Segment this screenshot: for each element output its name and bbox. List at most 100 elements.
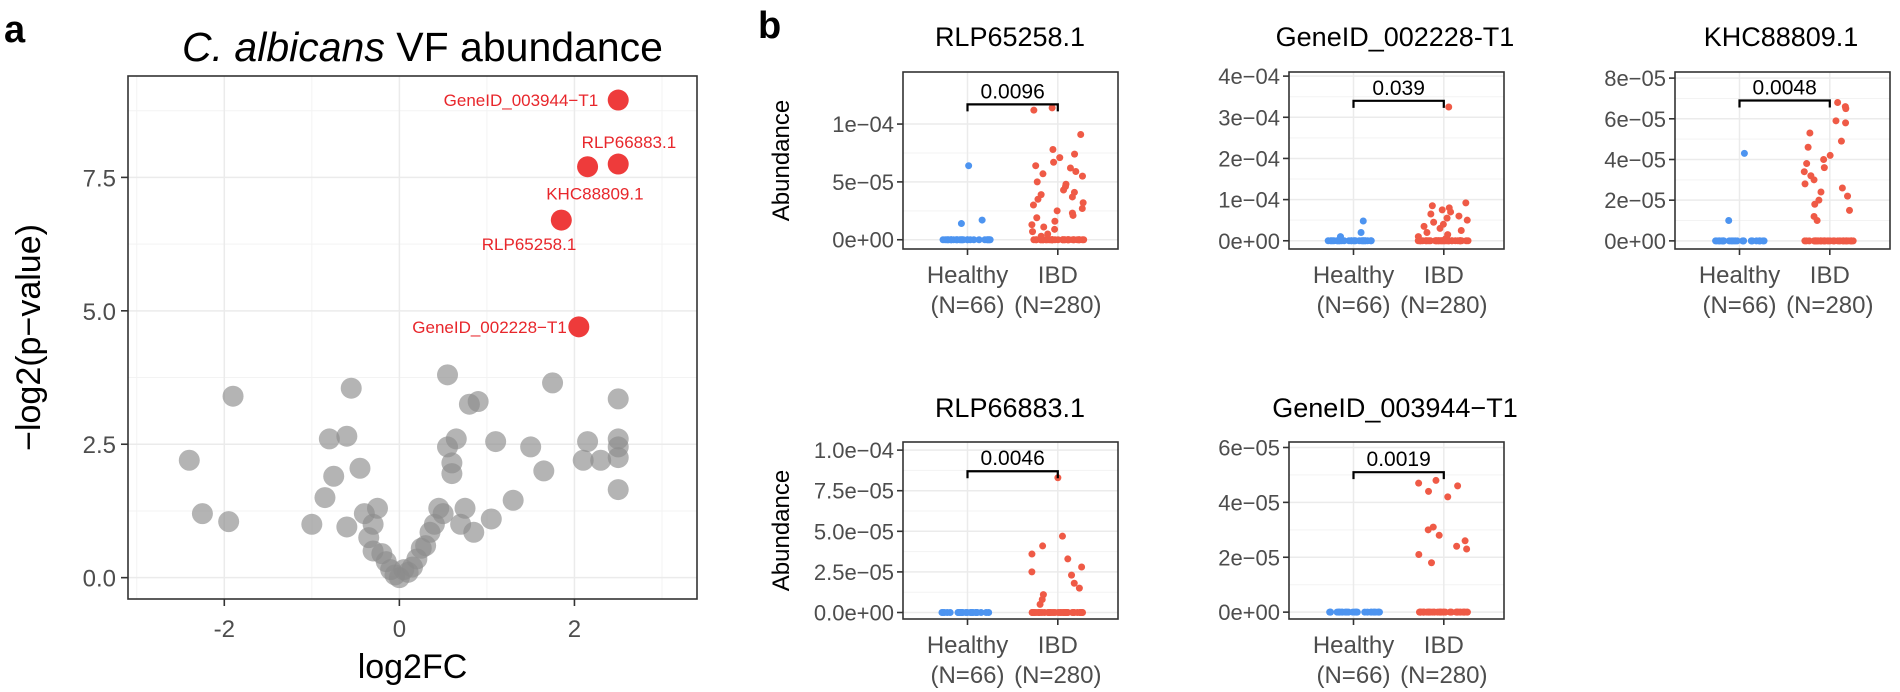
category-label: IBD	[1424, 632, 1464, 659]
ibd-point	[1029, 201, 1037, 209]
ibd-point	[1051, 225, 1059, 233]
y-tick-label: 5.0	[83, 299, 116, 326]
ibd-zero-point	[1425, 608, 1433, 616]
data-point	[590, 449, 612, 471]
healthy-point	[1359, 217, 1367, 225]
ibd-point	[1078, 205, 1086, 213]
data-point	[502, 489, 524, 511]
category-count: (N=280)	[1786, 292, 1873, 319]
category-count: (N=280)	[1400, 662, 1487, 689]
ibd-point	[1078, 172, 1086, 180]
ibd-point	[1068, 193, 1076, 201]
healthy-zero-point	[1755, 237, 1763, 245]
ibd-point	[1801, 180, 1809, 188]
y-tick-label: 2e−05	[1604, 188, 1666, 213]
abundance-plot-geneid003944: 0.0019 0e+00 2e−05 4e−05 6e−05 Healthy (N=66) I…	[1218, 393, 1518, 689]
y-tick-label: 0.0	[83, 566, 116, 593]
y-tick-label: 1e−04	[1218, 188, 1280, 213]
p-value-label: 0.039	[1372, 77, 1425, 100]
highlight-point	[607, 89, 629, 111]
abundance-plot-rlp66883: 0.0046 0.0e+00 2.5e−05 5.0e−05 7.5e−05 1.0e−0…	[768, 393, 1119, 689]
category-count: (N=66)	[930, 662, 1004, 689]
healthy-zero-point	[1359, 237, 1367, 245]
y-tick-label: 0.0e+00	[814, 601, 894, 626]
ibd-point	[1028, 568, 1036, 576]
x-tick-label: -2	[214, 616, 235, 643]
y-tick-label: 2e−05	[1218, 545, 1280, 570]
data-point	[191, 503, 213, 525]
significance-bracket	[1352, 99, 1445, 108]
ibd-point	[1034, 195, 1042, 203]
volcano-plot: GeneID_003944−T1 RLP66883.1 KHC88809.1 RLP6…	[10, 24, 698, 686]
healthy-point	[957, 220, 965, 228]
healthy-zero-point	[1727, 237, 1735, 245]
ibd-point	[1813, 217, 1821, 225]
ibd-point	[1442, 235, 1450, 243]
plot-title: GeneID_002228-T1	[1276, 22, 1515, 52]
ibd-zero-point	[1036, 609, 1044, 617]
ibd-point	[1820, 164, 1828, 172]
ibd-point	[1806, 129, 1814, 137]
y-tick-label: 0e+00	[1604, 229, 1666, 254]
y-axis-title: −log2(p−value)	[10, 224, 48, 451]
y-tick-label: 4e−05	[1218, 490, 1280, 515]
ibd-zero-point	[1070, 236, 1078, 244]
ibd-point	[1029, 228, 1037, 236]
ibd-point	[1454, 482, 1462, 490]
ibd-point	[1463, 545, 1471, 553]
healthy-zero-point	[972, 609, 980, 617]
healthy-point	[965, 162, 973, 170]
ibd-point	[1064, 555, 1072, 563]
ibd-point	[1033, 178, 1041, 186]
y-tick-label: 2.5e−05	[814, 560, 894, 585]
abundance-plot-khc88809: 0.00480e+002e−054e−056e−058e−05Healthy(N…	[1604, 22, 1891, 319]
healthy-zero-point	[1324, 237, 1332, 245]
healthy-zero-point	[1326, 608, 1334, 616]
data-point	[336, 516, 358, 538]
ibd-point	[1056, 154, 1064, 162]
p-value-label: 0.0096	[981, 80, 1045, 103]
ibd-point	[1070, 579, 1078, 587]
healthy-zero-point	[939, 236, 947, 244]
plot-frame	[1288, 441, 1505, 620]
ibd-point	[1838, 184, 1846, 192]
title-species: C. albicans	[182, 24, 385, 70]
ibd-point	[1420, 222, 1428, 230]
ibd-zero-point	[1046, 236, 1054, 244]
ibd-point	[1069, 211, 1077, 219]
healthy-point	[978, 216, 986, 224]
healthy-zero-point	[1352, 608, 1360, 616]
data-point	[542, 372, 564, 394]
healthy-zero-point	[959, 609, 967, 617]
x-tick-label: 2	[568, 616, 581, 643]
y-tick-label: 7.5	[83, 165, 116, 192]
highlight-label: RLP66883.1	[582, 133, 677, 152]
ibd-zero-point	[1047, 609, 1055, 617]
ibd-point	[1077, 130, 1085, 138]
ibd-point	[1447, 208, 1455, 216]
significance-bracket	[1738, 99, 1831, 108]
significance-bracket	[1352, 471, 1445, 480]
ibd-point	[1444, 493, 1452, 501]
data-point	[222, 385, 244, 407]
ibd-zero-point	[1840, 237, 1848, 245]
ibd-zero-point	[1849, 237, 1857, 245]
healthy-zero-point	[1739, 237, 1747, 245]
ibd-point	[1066, 164, 1074, 172]
y-tick-label: 4e−04	[1218, 64, 1280, 89]
highlight-point	[577, 156, 599, 178]
category-label: Healthy	[1313, 632, 1394, 659]
ibd-point	[1463, 216, 1471, 224]
category-label: Healthy	[1699, 262, 1780, 289]
category-count: (N=66)	[1316, 662, 1390, 689]
ibd-point	[1048, 104, 1056, 112]
y-tick-label: 4e−05	[1604, 147, 1666, 172]
healthy-zero-point	[1342, 608, 1350, 616]
ibd-point	[1443, 214, 1451, 222]
y-tick-label: 2e−04	[1218, 146, 1280, 171]
ibd-point	[1427, 210, 1435, 218]
ibd-zero-point	[1456, 237, 1464, 245]
plot-title: RLP65258.1	[935, 22, 1085, 52]
ibd-zero-point	[1064, 236, 1072, 244]
